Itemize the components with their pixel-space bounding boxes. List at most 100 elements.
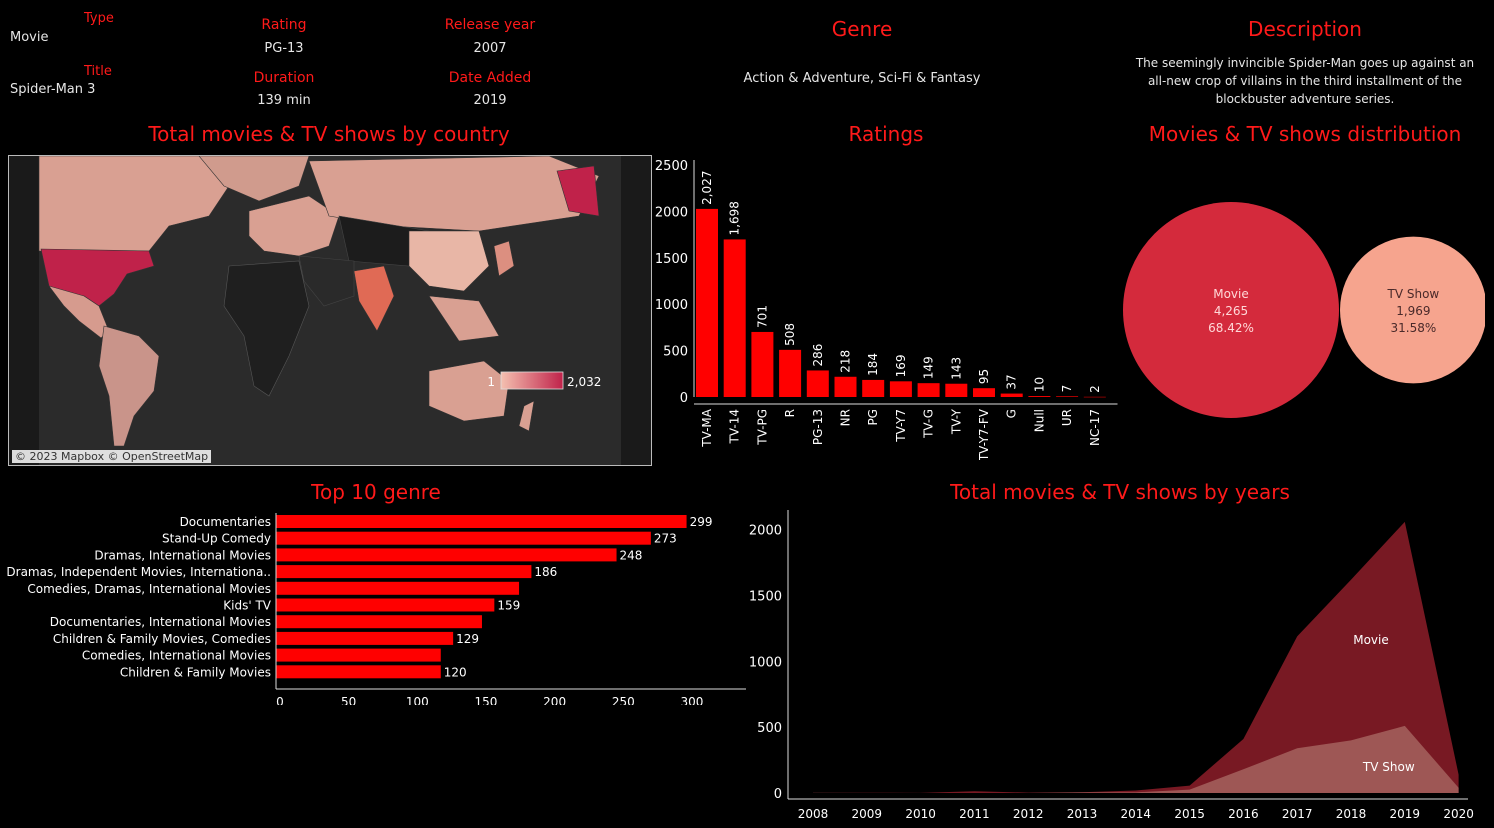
map-edge xyxy=(621,156,651,465)
rating-value: PG-13 xyxy=(264,41,304,56)
genre-bar[interactable] xyxy=(276,531,651,545)
country-alaska[interactable] xyxy=(556,165,600,217)
ratings-bar[interactable] xyxy=(834,376,857,397)
bubble-percent: 31.58% xyxy=(1390,321,1436,335)
genre-bar-label: 299 xyxy=(690,515,713,529)
years-area-series[interactable] xyxy=(813,521,1459,793)
genre-bar[interactable] xyxy=(276,648,441,662)
genre-bar[interactable] xyxy=(276,515,687,528)
ratings-bar-label: 508 xyxy=(783,323,797,346)
ratings-bar-label: 7 xyxy=(1060,385,1074,393)
ratings-x-tick: TV-MA xyxy=(700,408,714,448)
genre-category-label: Children & Family Movies, Comedies xyxy=(53,632,271,646)
ratings-x-tick: G xyxy=(1005,409,1019,418)
country-new-zealand[interactable] xyxy=(518,400,535,432)
ratings-bar[interactable] xyxy=(1056,396,1079,397)
country-middle-east[interactable] xyxy=(298,255,355,307)
genre-x-tick: 200 xyxy=(543,695,566,705)
years-x-tick: 2009 xyxy=(852,807,883,821)
genre-category-label: Documentaries xyxy=(180,515,271,529)
ratings-bar[interactable] xyxy=(973,388,995,397)
genre-bar[interactable] xyxy=(276,615,482,629)
years-x-tick: 2010 xyxy=(905,807,936,821)
ratings-bar[interactable] xyxy=(945,383,968,397)
ratings-bar[interactable] xyxy=(751,331,774,397)
ratings-bar-label: 701 xyxy=(755,305,769,328)
genre-bar[interactable] xyxy=(276,548,617,562)
bubble-value: 1,969 xyxy=(1396,304,1430,318)
ratings-y-tick: 1000 xyxy=(655,298,688,313)
country-china[interactable] xyxy=(408,230,490,292)
ratings-bar[interactable] xyxy=(696,208,718,397)
ratings-bar-label: 169 xyxy=(894,354,908,377)
country-japan[interactable] xyxy=(493,240,515,277)
years-x-tick: 2019 xyxy=(1390,807,1421,821)
ratings-x-tick: UR xyxy=(1060,409,1074,426)
genre-bar[interactable] xyxy=(276,665,441,679)
ratings-bar[interactable] xyxy=(1083,396,1106,398)
ratings-bar[interactable] xyxy=(779,349,802,397)
genre-bar-label: 129 xyxy=(456,632,479,646)
ratings-bar[interactable] xyxy=(889,381,912,397)
map-legend-bar xyxy=(500,371,564,390)
ratings-bar[interactable] xyxy=(862,379,885,397)
genre-x-tick: 250 xyxy=(612,695,635,705)
added-label: Date Added xyxy=(448,70,532,86)
duration-label: Duration xyxy=(253,70,315,86)
title-label: Title xyxy=(84,64,112,79)
ratings-x-tick: R xyxy=(783,409,797,417)
bubble-name: Movie xyxy=(1213,287,1249,301)
years-x-tick: 2020 xyxy=(1443,807,1474,821)
added-value: 2019 xyxy=(473,93,507,108)
world-map[interactable]: 1 2,032 © 2023 Mapbox © OpenStreetMap xyxy=(8,155,652,466)
ratings-x-tick: TV-G xyxy=(922,409,936,439)
description-value: The seemingly invincible Spider-Man goes… xyxy=(1135,56,1475,106)
ratings-bar-label: 2 xyxy=(1088,385,1102,393)
genre-bar[interactable] xyxy=(276,565,532,579)
map-title: Total movies & TV shows by country xyxy=(148,122,510,146)
country-greenland[interactable] xyxy=(198,156,310,202)
genre-bar[interactable] xyxy=(276,598,495,612)
years-area-series[interactable] xyxy=(813,725,1459,793)
years-x-tick: 2012 xyxy=(1013,807,1044,821)
country-russia[interactable] xyxy=(308,156,600,232)
country-india[interactable] xyxy=(353,265,395,332)
ratings-x-tick: TV-Y7 xyxy=(894,409,908,443)
genre-bar-label: 159 xyxy=(497,599,520,613)
country-southeast-asia[interactable] xyxy=(428,295,500,342)
release-value: 2007 xyxy=(473,41,507,56)
distribution-bubble[interactable] xyxy=(1123,202,1339,418)
ratings-bar-label: 218 xyxy=(839,350,853,373)
ratings-bar-label: 149 xyxy=(922,356,936,379)
ratings-bar[interactable] xyxy=(1000,393,1023,397)
years-x-tick: 2014 xyxy=(1121,807,1152,821)
bubble-value: 4,265 xyxy=(1214,304,1248,318)
type-value: Movie xyxy=(10,30,49,45)
ratings-bar[interactable] xyxy=(723,239,746,397)
ratings-bar[interactable] xyxy=(806,370,829,397)
country-africa[interactable] xyxy=(223,260,310,397)
genre-x-tick: 150 xyxy=(475,695,498,705)
ratings-x-tick: TV-14 xyxy=(728,409,742,444)
bubble-name: TV Show xyxy=(1387,287,1440,301)
bubble-percent: 68.42% xyxy=(1208,321,1254,335)
genre-bar[interactable] xyxy=(276,581,520,595)
ratings-x-tick: NC-17 xyxy=(1088,409,1102,446)
ratings-bar-label: 1,698 xyxy=(728,201,742,235)
map-legend-max: 2,032 xyxy=(567,375,601,389)
map-legend-min: 1 xyxy=(487,375,495,389)
genre-bar[interactable] xyxy=(276,631,454,645)
ratings-bar[interactable] xyxy=(1028,396,1051,397)
genre-category-label: Documentaries, International Movies xyxy=(50,615,271,629)
genre-x-tick: 300 xyxy=(680,695,703,705)
ratings-bar[interactable] xyxy=(917,383,940,397)
country-europe[interactable] xyxy=(248,195,340,257)
genre-chart-title: Top 10 genre xyxy=(311,480,441,504)
country-south-america[interactable] xyxy=(98,325,160,447)
country-australia[interactable] xyxy=(428,360,510,422)
distribution-chart: Movie 4,265 68.42% TV Show 1,969 31.58% xyxy=(1123,202,1485,418)
genre-x-tick: 100 xyxy=(406,695,429,705)
genre-bar-label: 273 xyxy=(654,532,677,546)
distribution-bubble[interactable] xyxy=(1340,236,1485,384)
years-x-tick: 2016 xyxy=(1228,807,1259,821)
